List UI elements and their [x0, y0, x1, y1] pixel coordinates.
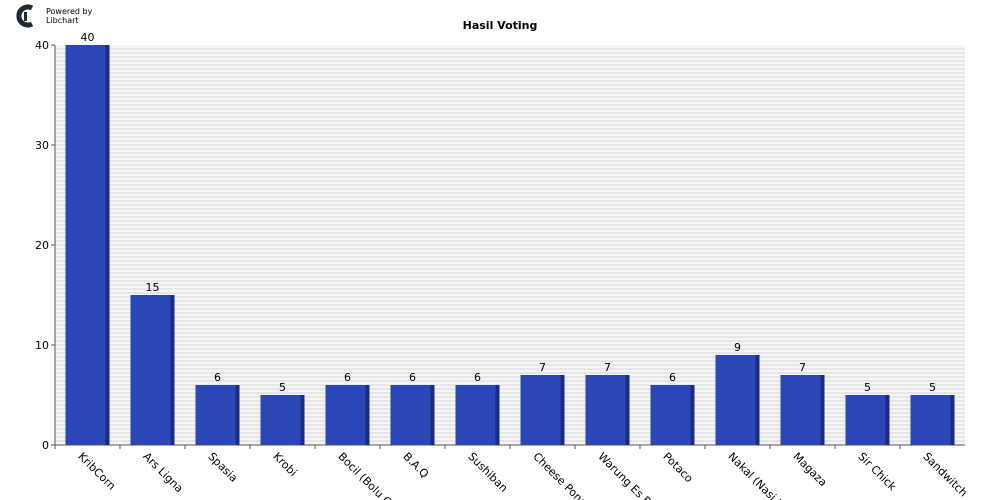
bar-shade — [820, 375, 825, 445]
y-tick-label: 40 — [35, 39, 49, 52]
bar-value-label: 9 — [734, 341, 741, 354]
libchart-logo-icon — [16, 4, 34, 28]
logo-line-1: Powered by — [46, 7, 93, 16]
bar — [455, 385, 496, 445]
x-tick-label: KribCorn — [75, 450, 118, 493]
bar-shade — [300, 395, 305, 445]
bar-value-label: 40 — [81, 31, 95, 44]
plot-area: 0 10 20 30 40 40 KribCorn 15 Ars Ligna 6 Spasia 5 Kr… — [35, 31, 970, 500]
bar — [715, 355, 756, 445]
bar-shade — [560, 375, 565, 445]
bar-shade — [170, 295, 175, 445]
x-tick-label: Warung Es Bu — [595, 450, 658, 500]
bar — [325, 385, 366, 445]
bar — [910, 395, 951, 445]
bar — [260, 395, 301, 445]
x-tick-label: Sandwitch — [920, 450, 970, 500]
x-tick-label: Sushiban — [465, 450, 510, 495]
bar-value-label: 5 — [279, 381, 286, 394]
bar — [65, 45, 106, 445]
chart-title: Hasil Voting — [463, 19, 538, 32]
x-tick-label: B.A.Q — [400, 450, 431, 481]
bar-value-label: 7 — [799, 361, 806, 374]
bar-value-label: 5 — [864, 381, 871, 394]
x-tick-label: Spasia — [205, 450, 240, 485]
x-tick-label: Potaco — [660, 450, 695, 485]
bar-shade — [755, 355, 760, 445]
bar-value-label: 5 — [929, 381, 936, 394]
bar-value-label: 6 — [214, 371, 221, 384]
x-tick-label: Bocil (Bolu Co — [335, 450, 398, 500]
bar-shade — [365, 385, 370, 445]
bar — [390, 385, 431, 445]
bar-shade — [495, 385, 500, 445]
logo-text: Powered by Libchart — [46, 7, 92, 25]
y-tick-label: 10 — [35, 339, 49, 352]
bar-shade — [235, 385, 240, 445]
y-tick-label: 30 — [35, 139, 49, 152]
x-tick-label: Krobi — [270, 450, 299, 479]
bar-shade — [690, 385, 695, 445]
x-tick-label: Nakal (Nasi Lo — [725, 450, 790, 500]
logo-line-2: Libchart — [46, 16, 79, 25]
bar-value-label: 7 — [604, 361, 611, 374]
bar-value-label: 6 — [409, 371, 416, 384]
bar-value-label: 15 — [146, 281, 160, 294]
bar — [585, 375, 626, 445]
x-tick-label: Magaza — [790, 450, 829, 489]
libchart-logo — [14, 4, 104, 28]
bar — [130, 295, 171, 445]
bar — [845, 395, 886, 445]
bar — [520, 375, 561, 445]
bar-shade — [885, 395, 890, 445]
bar-shade — [430, 385, 435, 445]
bar — [650, 385, 691, 445]
x-tick-label: Sir Chick — [855, 450, 899, 494]
bar-shade — [950, 395, 955, 445]
x-tick-label: Cheese Pong — [530, 450, 589, 500]
bar-value-label: 6 — [669, 371, 676, 384]
bar-value-label: 7 — [539, 361, 546, 374]
bar-value-label: 6 — [474, 371, 481, 384]
bar-shade — [625, 375, 630, 445]
y-tick-label: 0 — [42, 439, 49, 452]
y-tick-label: 20 — [35, 239, 49, 252]
bar — [195, 385, 236, 445]
x-tick-label: Ars Ligna — [140, 450, 185, 495]
bar — [780, 375, 821, 445]
bar-value-label: 6 — [344, 371, 351, 384]
bar-shade — [105, 45, 110, 445]
